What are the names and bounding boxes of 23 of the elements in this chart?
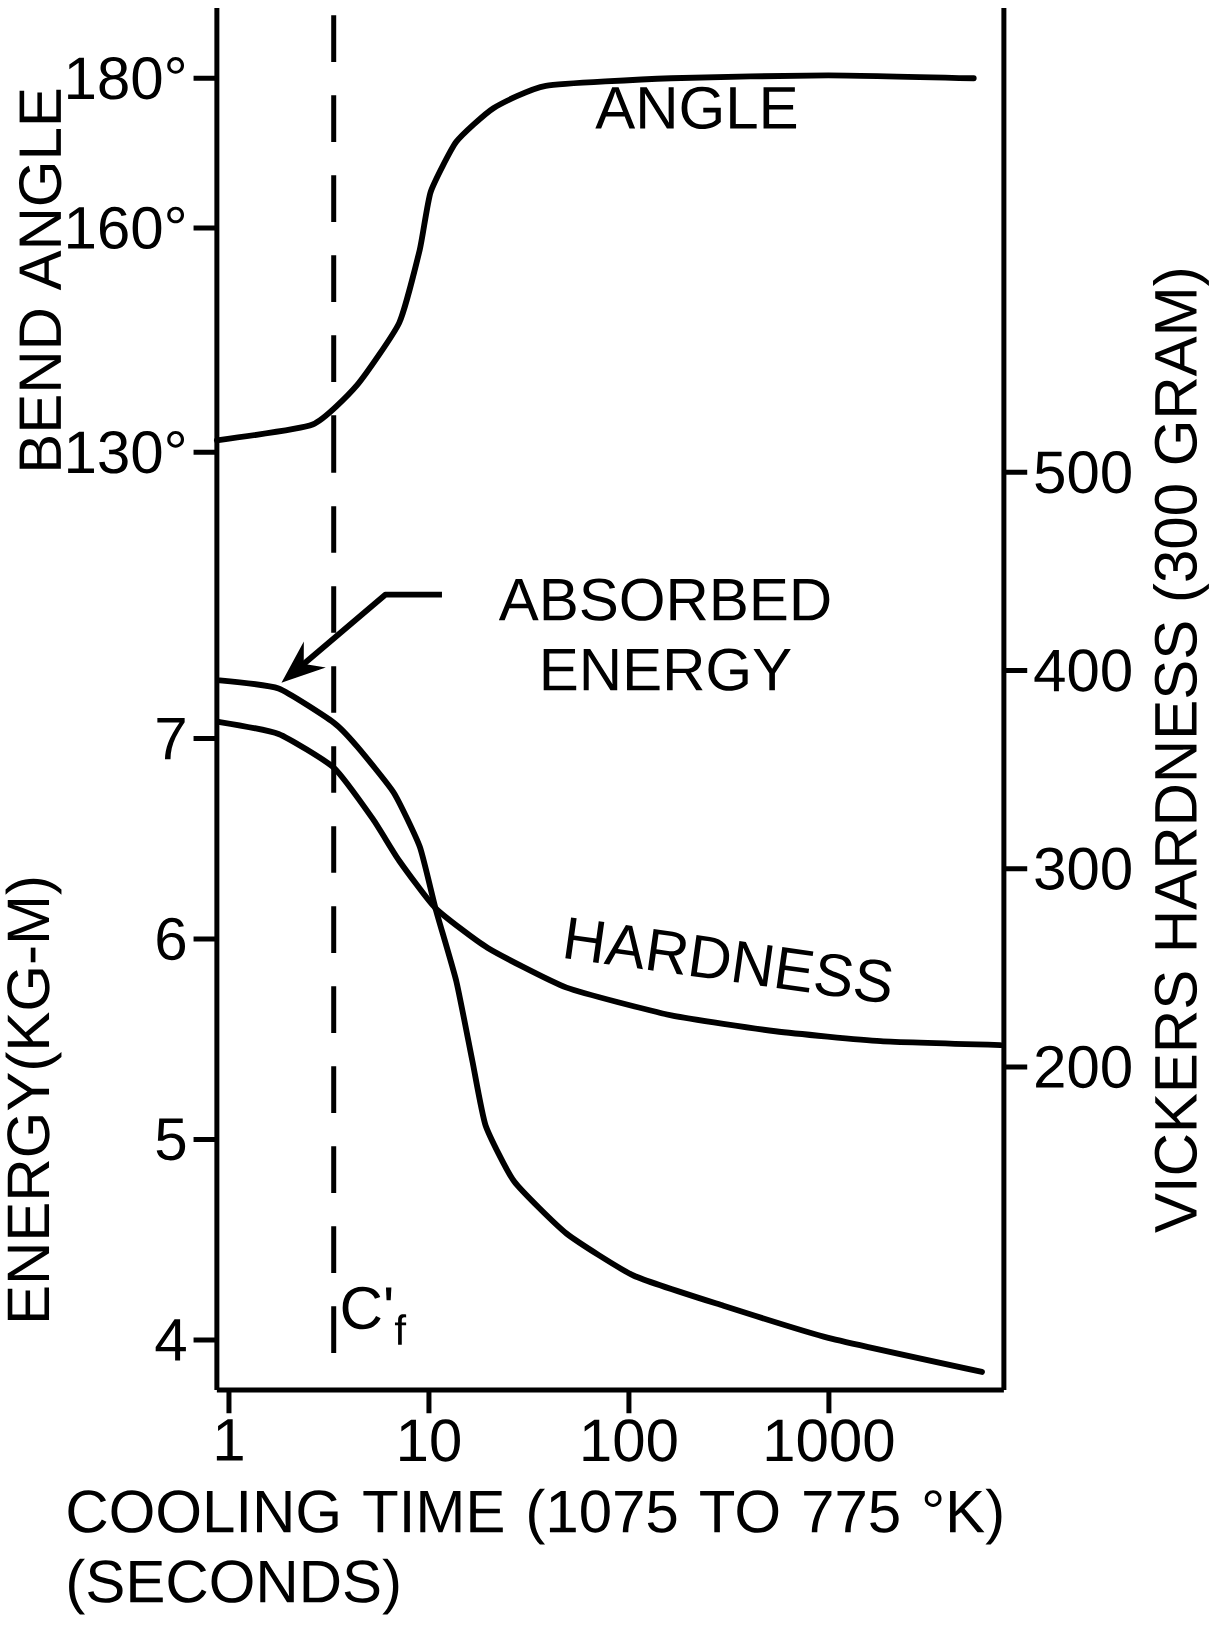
y-tick-label: 4 — [155, 1319, 186, 1361]
y2-tick-label: 200 — [1035, 1045, 1131, 1089]
x-tick-label: 1000 — [766, 1419, 894, 1462]
y-tick-label: 130° — [67, 431, 184, 474]
y2-tick-label: 300 — [1035, 847, 1131, 890]
y-axis-title: ENERGY(KG-M) — [5, 878, 62, 1321]
series-label: ANGLE — [595, 86, 796, 130]
y-tick-label: 5 — [156, 1118, 185, 1161]
x-axis-title: COOLING TIME (1075 TO 775 °K) (SECONDS) — [68, 1488, 1002, 1615]
y2-tick-label: 400 — [1034, 649, 1131, 692]
y-axis-title: BEND ANGLE — [18, 89, 62, 469]
x-tick-label: 10 — [399, 1419, 460, 1462]
text: HARDNESS — [565, 917, 892, 1003]
y-tick-label: 6 — [157, 917, 185, 961]
legend-label: ABSORBED ENERGY — [498, 578, 830, 691]
y-tick-label: 7 — [157, 717, 185, 760]
y-tick-label: 180° — [67, 57, 184, 100]
ref-line-label: C'$_{f}$ — [342, 1286, 406, 1345]
x-tick-label: 1 — [216, 1419, 243, 1461]
y-tick-label: 160° — [67, 206, 184, 250]
y2-axis-title: VICKERS HARDNESS (300 GRAM) — [1152, 270, 1209, 1233]
x-tick-label: 100 — [583, 1419, 677, 1462]
y2-tick-label: 500 — [1035, 451, 1131, 494]
